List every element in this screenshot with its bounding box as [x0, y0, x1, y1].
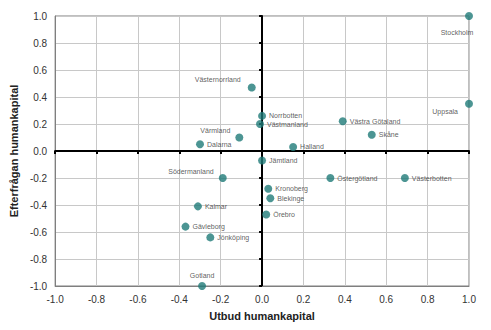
- svg-text:Södermanland: Södermanland: [168, 168, 214, 175]
- svg-text:0.2: 0.2: [33, 119, 47, 130]
- svg-text:0.0: 0.0: [255, 294, 269, 305]
- svg-text:-0.2: -0.2: [30, 173, 48, 184]
- svg-text:0.8: 0.8: [33, 38, 47, 49]
- svg-text:Blekinge: Blekinge: [277, 195, 304, 203]
- svg-text:0.4: 0.4: [33, 92, 47, 103]
- svg-text:1.0: 1.0: [33, 11, 47, 22]
- svg-text:-0.4: -0.4: [171, 294, 189, 305]
- svg-text:Västra Götaland: Västra Götaland: [350, 118, 401, 125]
- svg-text:Norrbotten: Norrbotten: [269, 112, 302, 119]
- svg-text:Utbud humankapital: Utbud humankapital: [209, 310, 315, 322]
- svg-text:Efterfrågan humankapital: Efterfrågan humankapital: [8, 85, 20, 218]
- svg-text:Västerbotten: Västerbotten: [412, 175, 452, 182]
- svg-text:-0.8: -0.8: [88, 294, 106, 305]
- svg-text:-0.8: -0.8: [30, 254, 48, 265]
- svg-text:0.2: 0.2: [296, 294, 310, 305]
- svg-text:1.0: 1.0: [462, 294, 476, 305]
- svg-text:-1.0: -1.0: [30, 281, 48, 292]
- svg-text:-0.6: -0.6: [30, 227, 48, 238]
- svg-text:-0.6: -0.6: [129, 294, 147, 305]
- svg-text:-0.4: -0.4: [30, 200, 48, 211]
- svg-text:-1.0: -1.0: [47, 294, 65, 305]
- svg-text:0.0: 0.0: [33, 146, 47, 157]
- svg-text:0.4: 0.4: [338, 294, 352, 305]
- svg-text:Gotland: Gotland: [190, 272, 215, 279]
- svg-text:0.6: 0.6: [379, 294, 393, 305]
- svg-text:-0.2: -0.2: [212, 294, 230, 305]
- svg-text:Värmland: Värmland: [200, 127, 230, 134]
- svg-text:Uppsala: Uppsala: [432, 108, 458, 116]
- svg-text:Dalarna: Dalarna: [207, 141, 232, 148]
- svg-text:Örebro: Örebro: [273, 211, 295, 218]
- svg-text:Västernorrland: Västernorrland: [195, 76, 241, 83]
- svg-text:Gävleborg: Gävleborg: [193, 223, 225, 231]
- svg-text:Halland: Halland: [300, 143, 324, 150]
- svg-text:Östergötland: Östergötland: [337, 175, 377, 183]
- svg-text:0.8: 0.8: [421, 294, 435, 305]
- svg-text:0.6: 0.6: [33, 65, 47, 76]
- svg-text:Jämtland: Jämtland: [269, 157, 298, 164]
- svg-text:Jönköping: Jönköping: [217, 234, 249, 242]
- svg-text:Skåne: Skåne: [379, 131, 399, 138]
- svg-text:Kalmar: Kalmar: [205, 203, 228, 210]
- svg-text:Kronoberg: Kronoberg: [275, 185, 308, 193]
- svg-text:Västmanland: Västmanland: [267, 121, 308, 128]
- svg-text:Stockholm: Stockholm: [441, 29, 474, 36]
